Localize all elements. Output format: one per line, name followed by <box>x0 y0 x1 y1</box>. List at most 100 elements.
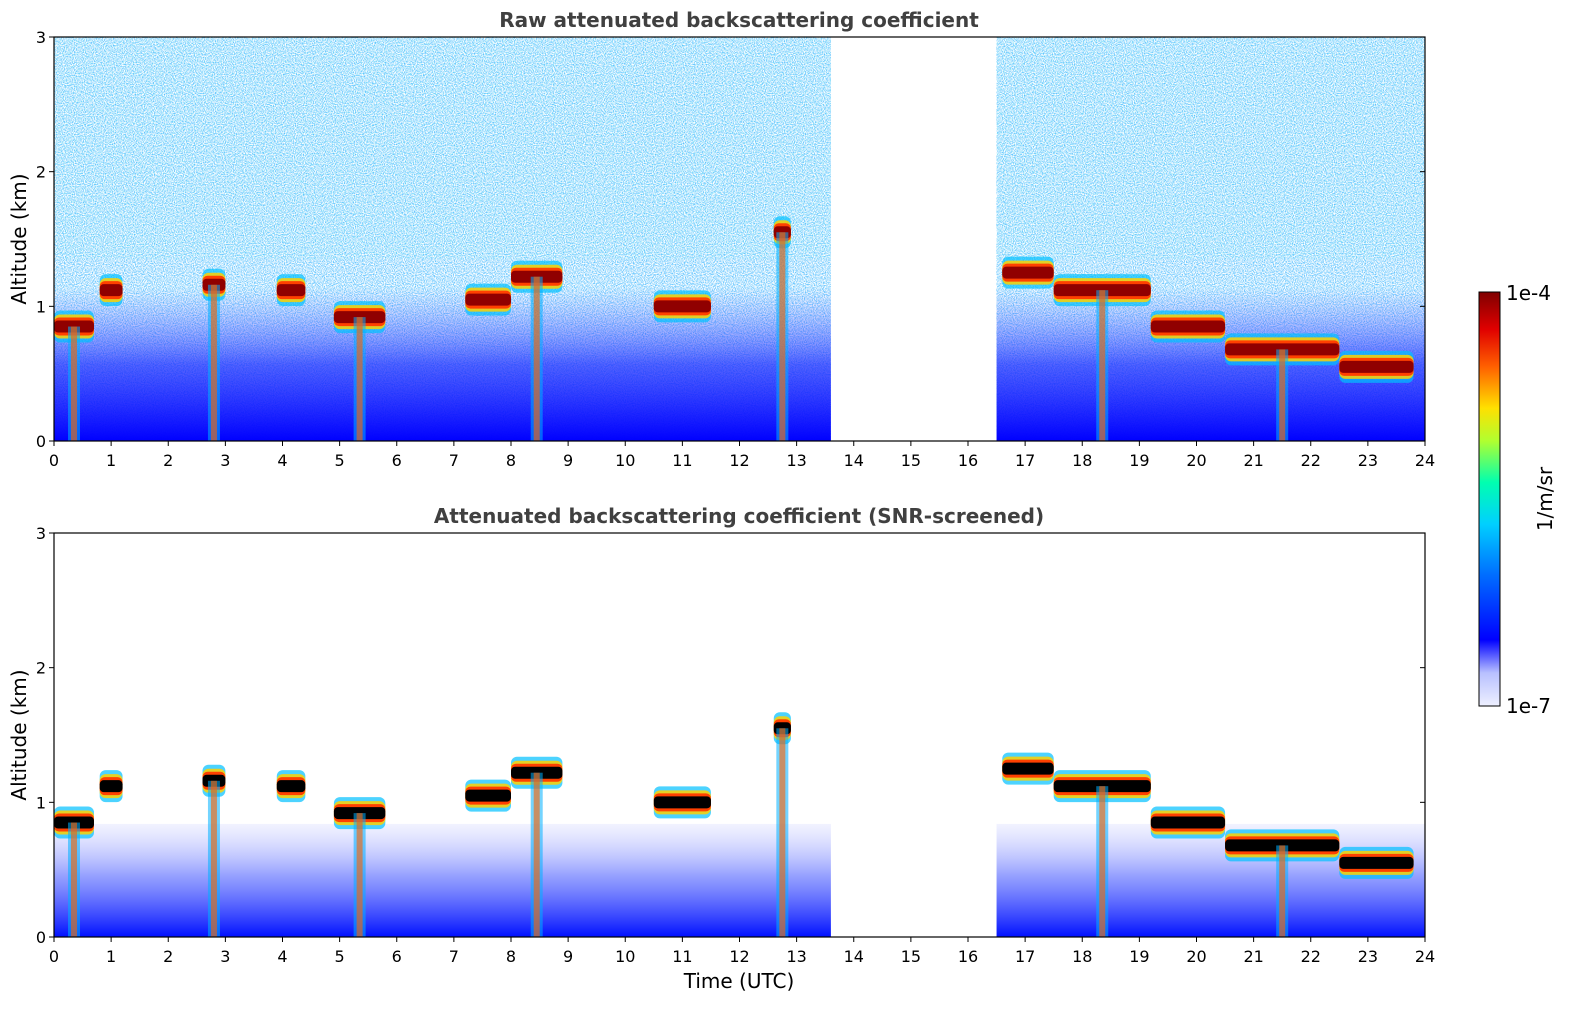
panel2-title: Attenuated backscattering coefficient (S… <box>434 504 1044 528</box>
cloud-layer <box>1002 752 1054 785</box>
x-tick-label: 23 <box>1358 947 1378 966</box>
boundary-layer <box>996 823 1425 937</box>
cloud-layer <box>1150 310 1226 343</box>
x-tick-label: 3 <box>220 451 230 470</box>
panel1-title: Raw attenuated backscattering coefficien… <box>499 8 979 32</box>
x-tick-label: 22 <box>1301 947 1321 966</box>
x-tick-label: 1 <box>106 451 116 470</box>
colorbar-max-label: 1e-4 <box>1506 281 1551 305</box>
y-tick-label: 0 <box>36 928 46 947</box>
x-tick-label: 11 <box>672 451 692 470</box>
cloud-layer <box>653 786 711 819</box>
y-tick-label: 3 <box>36 524 46 543</box>
x-tick-label: 8 <box>506 451 516 470</box>
x-tick-label: 14 <box>844 451 864 470</box>
cloud-layer <box>1339 846 1414 879</box>
x-tick-label: 4 <box>277 947 287 966</box>
x-tick-label: 15 <box>901 451 921 470</box>
snr-screened-panel: 0 1 2 3 4 5 6 7 8 9 10 11 12 13 14 15 16 17 18 19 20 21 22 23 24… <box>36 524 1435 966</box>
cloud-layer <box>99 770 123 803</box>
cloud-layer <box>202 268 226 441</box>
y-tick-label: 3 <box>36 28 46 47</box>
cloud-layer <box>54 310 94 441</box>
x-tick-label: 16 <box>958 451 978 470</box>
cloud-layer <box>773 712 791 937</box>
x-tick-label: 7 <box>449 947 459 966</box>
cloud-layer <box>773 216 791 441</box>
x-tick-label: 8 <box>506 947 516 966</box>
cloud-layer <box>54 806 94 937</box>
colorbar-gradient <box>1478 291 1501 707</box>
cloud-layer <box>511 260 563 441</box>
cloud-layer <box>1225 829 1340 937</box>
cloud-layer <box>1053 274 1151 441</box>
x-tick-label: 18 <box>1072 947 1092 966</box>
x-tick-label: 16 <box>958 947 978 966</box>
y-tick-label: 0 <box>36 432 46 451</box>
x-tick-label: 24 <box>1415 947 1435 966</box>
x-tick-label: 10 <box>615 947 635 966</box>
y-tick-label: 2 <box>36 659 46 678</box>
x-tick-label: 12 <box>729 947 749 966</box>
x-tick-label: 2 <box>163 451 173 470</box>
cloud-layer <box>333 797 386 937</box>
x-tick-label: 2 <box>163 947 173 966</box>
boundary-layer <box>54 287 831 441</box>
x-tick-label: 1 <box>106 947 116 966</box>
x-tick-label: 17 <box>1015 451 1035 470</box>
x-tick-label: 22 <box>1301 451 1321 470</box>
panel2-ylabel: Altitude (km) <box>7 669 31 800</box>
x-tick-label: 10 <box>615 451 635 470</box>
y-tick-label: 2 <box>36 163 46 182</box>
xaxis-label: Time (UTC) <box>683 969 795 993</box>
y-tick-label: 1 <box>36 297 46 316</box>
panel1-ylabel: Altitude (km) <box>7 173 31 304</box>
x-tick-label: 6 <box>392 451 402 470</box>
x-tick-label: 18 <box>1072 451 1092 470</box>
x-tick-label: 13 <box>786 947 806 966</box>
x-tick-label: 3 <box>220 947 230 966</box>
x-tick-label: 19 <box>1129 451 1149 470</box>
cloud-layer <box>1053 770 1151 937</box>
cloud-layer <box>465 283 511 316</box>
x-tick-label: 20 <box>1186 451 1206 470</box>
x-tick-label: 0 <box>49 947 59 966</box>
cloud-layer <box>276 770 306 803</box>
noise-field-high <box>54 37 831 260</box>
x-tick-label: 6 <box>392 947 402 966</box>
boundary-layer <box>54 823 831 937</box>
x-tick-label: 14 <box>844 947 864 966</box>
cloud-layer <box>1225 333 1340 441</box>
cloud-layer <box>202 764 226 937</box>
x-tick-label: 5 <box>335 947 345 966</box>
cloud-layer <box>1150 806 1226 839</box>
cloud-layer <box>1002 256 1054 289</box>
cloud-layer <box>1339 350 1414 383</box>
x-tick-label: 19 <box>1129 947 1149 966</box>
x-tick-label: 24 <box>1415 451 1435 470</box>
x-tick-label: 12 <box>729 451 749 470</box>
raw-backscatter-panel: 0 1 2 3 4 5 6 7 8 9 10 11 12 13 14 15 16 17 18 19 20 21 22 23 24… <box>36 28 1435 470</box>
cloud-layer <box>333 301 386 441</box>
x-tick-label: 21 <box>1243 947 1263 966</box>
cloud-layer <box>99 274 123 307</box>
cloud-layer <box>653 290 711 323</box>
x-tick-label: 13 <box>786 451 806 470</box>
x-tick-label: 9 <box>563 947 573 966</box>
x-tick-label: 7 <box>449 451 459 470</box>
x-tick-label: 9 <box>563 451 573 470</box>
x-tick-label: 23 <box>1358 451 1378 470</box>
x-tick-label: 11 <box>672 947 692 966</box>
x-tick-label: 4 <box>277 451 287 470</box>
colorbar: 1e-4 1e-7 1/m/sr <box>1478 281 1557 718</box>
noise-field-high <box>996 37 1425 260</box>
y-tick-label: 1 <box>36 793 46 812</box>
x-tick-label: 15 <box>901 947 921 966</box>
x-tick-label: 20 <box>1186 947 1206 966</box>
x-tick-label: 5 <box>335 451 345 470</box>
x-tick-label: 17 <box>1015 947 1035 966</box>
colorbar-unit-label: 1/m/sr <box>1533 466 1557 531</box>
cloud-layer <box>465 779 511 812</box>
x-tick-label: 21 <box>1243 451 1263 470</box>
